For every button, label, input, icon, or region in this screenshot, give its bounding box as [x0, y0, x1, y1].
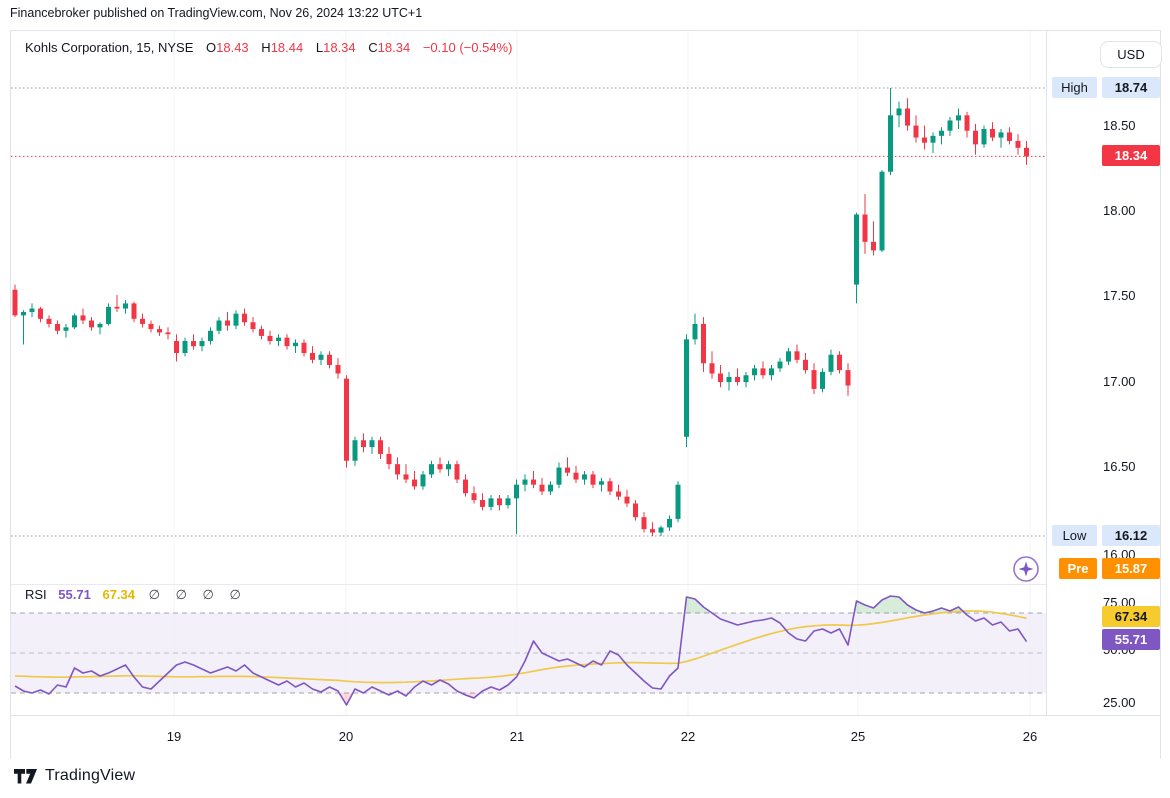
rsi-tick[interactable]: 25.00	[1103, 695, 1136, 710]
price-tick[interactable]: 18.00	[1103, 203, 1136, 218]
rsi-ma-tag: 67.34	[1102, 606, 1160, 627]
premarket-tag-value: 15.87	[1102, 558, 1160, 579]
time-label: 26	[1022, 729, 1038, 744]
sparkle-icon[interactable]	[1012, 555, 1040, 583]
currency-button[interactable]: USD	[1100, 41, 1162, 68]
time-label: 25	[850, 729, 866, 744]
rsi-empty-params: ∅ ∅ ∅ ∅	[148, 587, 247, 602]
price-tick[interactable]: 17.00	[1103, 374, 1136, 389]
time-label: 19	[166, 729, 182, 744]
pane-divider[interactable]	[11, 584, 1046, 585]
tradingview-logo-icon	[14, 768, 37, 783]
high-tag-value: 18.74	[1102, 77, 1160, 98]
tradingview-logo-text: TradingView	[45, 767, 136, 784]
rsi-value: 55.71	[58, 587, 91, 602]
low-label: L	[315, 40, 324, 55]
change-value: −0.10 (−0.54%)	[422, 40, 513, 55]
time-label: 20	[338, 729, 354, 744]
premarket-tag-label: Pre	[1059, 558, 1097, 579]
time-axis[interactable]: 19 20 21 22 25 26	[11, 715, 1160, 759]
price-tick[interactable]: 16.50	[1103, 459, 1136, 474]
price-tick[interactable]: 17.50	[1103, 288, 1136, 303]
rsi-ma-value: 67.34	[102, 587, 136, 602]
open-label: O	[206, 40, 217, 55]
price-tick[interactable]: 18.50	[1103, 118, 1136, 133]
symbol-name[interactable]: Kohls Corporation, 15, NYSE	[25, 40, 194, 55]
time-label: 21	[509, 729, 525, 744]
rsi-value-tag: 55.71	[1102, 629, 1160, 650]
low-value: 18.34	[323, 40, 356, 55]
time-label: 22	[680, 729, 696, 744]
rsi-status-row: RSI 55.71 67.34 ∅ ∅ ∅ ∅	[25, 587, 247, 603]
close-label: C	[368, 40, 378, 55]
price-axis-border	[1046, 31, 1047, 758]
chart-container[interactable]: Kohls Corporation, 15, NYSE O18.43 H18.4…	[10, 30, 1162, 759]
rsi-pane[interactable]	[11, 584, 1046, 715]
tradingview-logo[interactable]: TradingView	[14, 767, 135, 785]
high-value: 18.44	[270, 40, 304, 55]
high-label: H	[261, 40, 271, 55]
open-value: 18.43	[216, 40, 249, 55]
symbol-title-row: Kohls Corporation, 15, NYSE O18.43 H18.4…	[25, 40, 512, 55]
low-tag-value: 16.12	[1102, 525, 1160, 546]
attribution-text: Financebroker published on TradingView.c…	[10, 6, 423, 20]
last-price-tag: 18.34	[1102, 145, 1160, 166]
high-tag-label: High	[1052, 77, 1097, 98]
close-value: 18.34	[377, 40, 411, 55]
rsi-label[interactable]: RSI	[25, 587, 47, 602]
price-pane[interactable]	[11, 31, 1046, 584]
low-tag-label: Low	[1052, 525, 1097, 546]
